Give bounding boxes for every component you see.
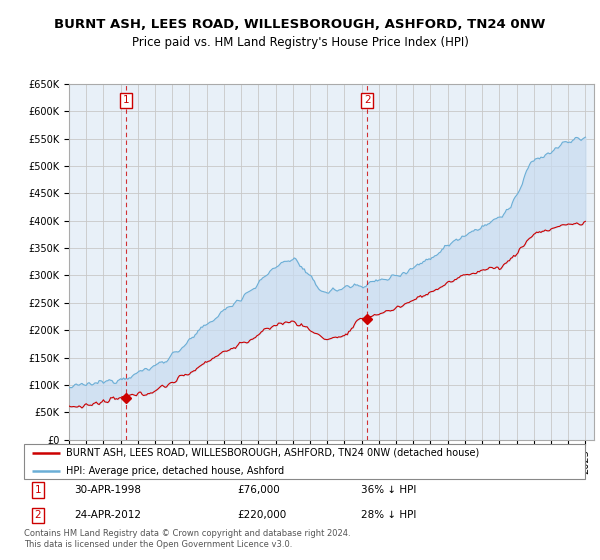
Text: BURNT ASH, LEES ROAD, WILLESBOROUGH, ASHFORD, TN24 0NW: BURNT ASH, LEES ROAD, WILLESBOROUGH, ASH…	[55, 18, 545, 31]
Text: 2: 2	[35, 510, 41, 520]
Text: 1: 1	[123, 95, 130, 105]
Text: £76,000: £76,000	[237, 486, 280, 496]
Text: 30-APR-1998: 30-APR-1998	[74, 486, 142, 496]
Text: HPI: Average price, detached house, Ashford: HPI: Average price, detached house, Ashf…	[66, 466, 284, 476]
Text: 1: 1	[35, 486, 41, 496]
Text: 24-APR-2012: 24-APR-2012	[74, 510, 142, 520]
Text: £220,000: £220,000	[237, 510, 286, 520]
Text: 2: 2	[364, 95, 370, 105]
Text: 36% ↓ HPI: 36% ↓ HPI	[361, 486, 416, 496]
Text: Contains HM Land Registry data © Crown copyright and database right 2024.
This d: Contains HM Land Registry data © Crown c…	[24, 529, 350, 549]
Text: BURNT ASH, LEES ROAD, WILLESBOROUGH, ASHFORD, TN24 0NW (detached house): BURNT ASH, LEES ROAD, WILLESBOROUGH, ASH…	[66, 448, 479, 458]
Text: 28% ↓ HPI: 28% ↓ HPI	[361, 510, 416, 520]
Text: Price paid vs. HM Land Registry's House Price Index (HPI): Price paid vs. HM Land Registry's House …	[131, 36, 469, 49]
